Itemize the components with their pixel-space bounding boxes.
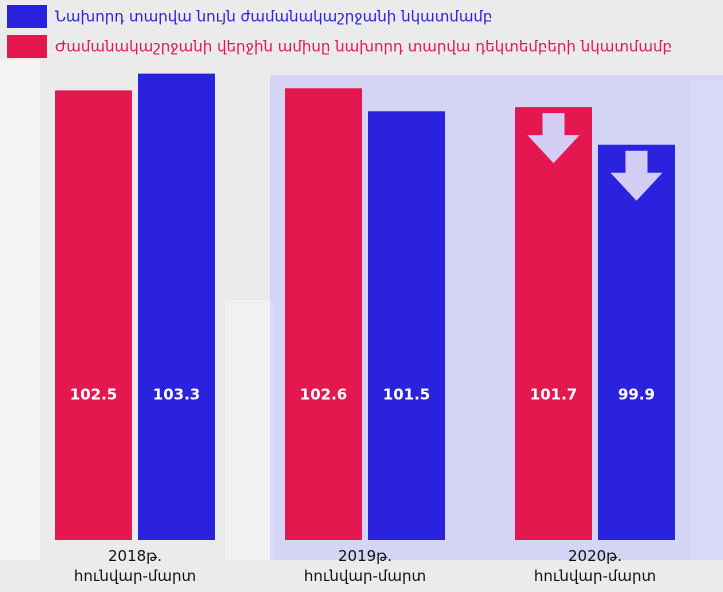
x-tick-label: 2018թ. հունվար-մարտ — [73, 547, 197, 585]
legend-swatch — [7, 5, 47, 28]
legend-swatch — [7, 35, 47, 58]
x-tick-label: 2020թ. հունվար-մարտ — [533, 547, 657, 585]
value-label: 99.9 — [618, 386, 655, 404]
value-label: 101.5 — [383, 386, 430, 404]
value-label: 102.6 — [300, 386, 347, 404]
value-label: 103.3 — [153, 386, 200, 404]
bar — [55, 90, 132, 540]
bar — [515, 107, 592, 540]
legend-label: Նախորդ տարվա նույն ժամանակաշրջանի նկատմա… — [55, 8, 492, 26]
x-tick-label: 2019թ. հունվար-մարտ — [303, 547, 427, 585]
value-label: 102.5 — [70, 386, 117, 404]
legend-label: Ժամանակաշրջանի վերջին ամիսը նախորդ տարվա… — [55, 38, 672, 56]
bar — [138, 73, 215, 540]
background-texture — [690, 80, 723, 560]
bar — [285, 88, 362, 540]
bar — [598, 144, 675, 541]
bar — [368, 111, 445, 541]
down-arrow-icon — [610, 150, 663, 201]
background-texture — [225, 300, 275, 560]
background-texture — [0, 60, 40, 560]
value-label: 101.7 — [530, 386, 577, 404]
down-arrow-icon — [527, 113, 580, 164]
